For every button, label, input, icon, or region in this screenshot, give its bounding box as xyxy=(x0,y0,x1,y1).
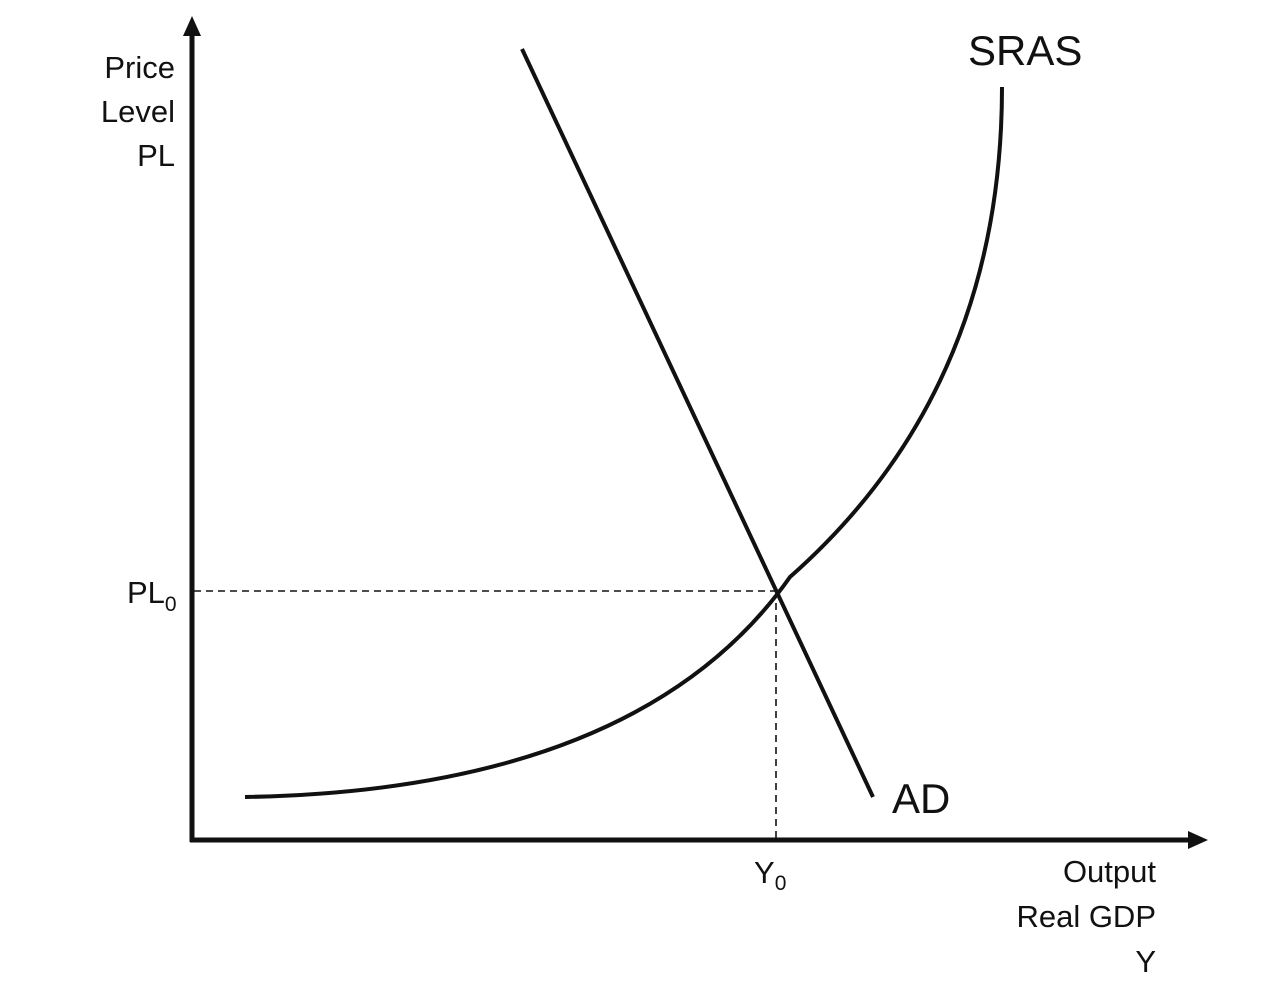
y0-label-main: Y xyxy=(754,855,775,890)
y-axis-label-line-2: Level xyxy=(101,94,175,129)
x-axis-label-line-3: Y xyxy=(1135,944,1156,979)
pl0-label-subscript: 0 xyxy=(165,593,177,616)
ad-label: AD xyxy=(892,775,950,822)
y-axis-label-line-1: Price xyxy=(104,50,175,85)
x-axis-arrowhead xyxy=(1188,831,1208,849)
y-axis-arrowhead xyxy=(183,16,201,36)
x-axis-label-line-1: Output xyxy=(1063,854,1156,889)
sras-label: SRAS xyxy=(968,27,1082,74)
pl0-label: PL0 xyxy=(127,575,177,616)
ad-curve xyxy=(520,48,875,798)
y0-label: Y0 xyxy=(754,855,786,895)
y-axis-label-line-3: PL xyxy=(137,138,175,173)
x-axis-label-line-2: Real GDP xyxy=(1016,899,1156,934)
y0-label-subscript: 0 xyxy=(775,872,787,895)
sras-curve xyxy=(244,86,1004,799)
pl0-label-main: PL xyxy=(127,575,165,610)
